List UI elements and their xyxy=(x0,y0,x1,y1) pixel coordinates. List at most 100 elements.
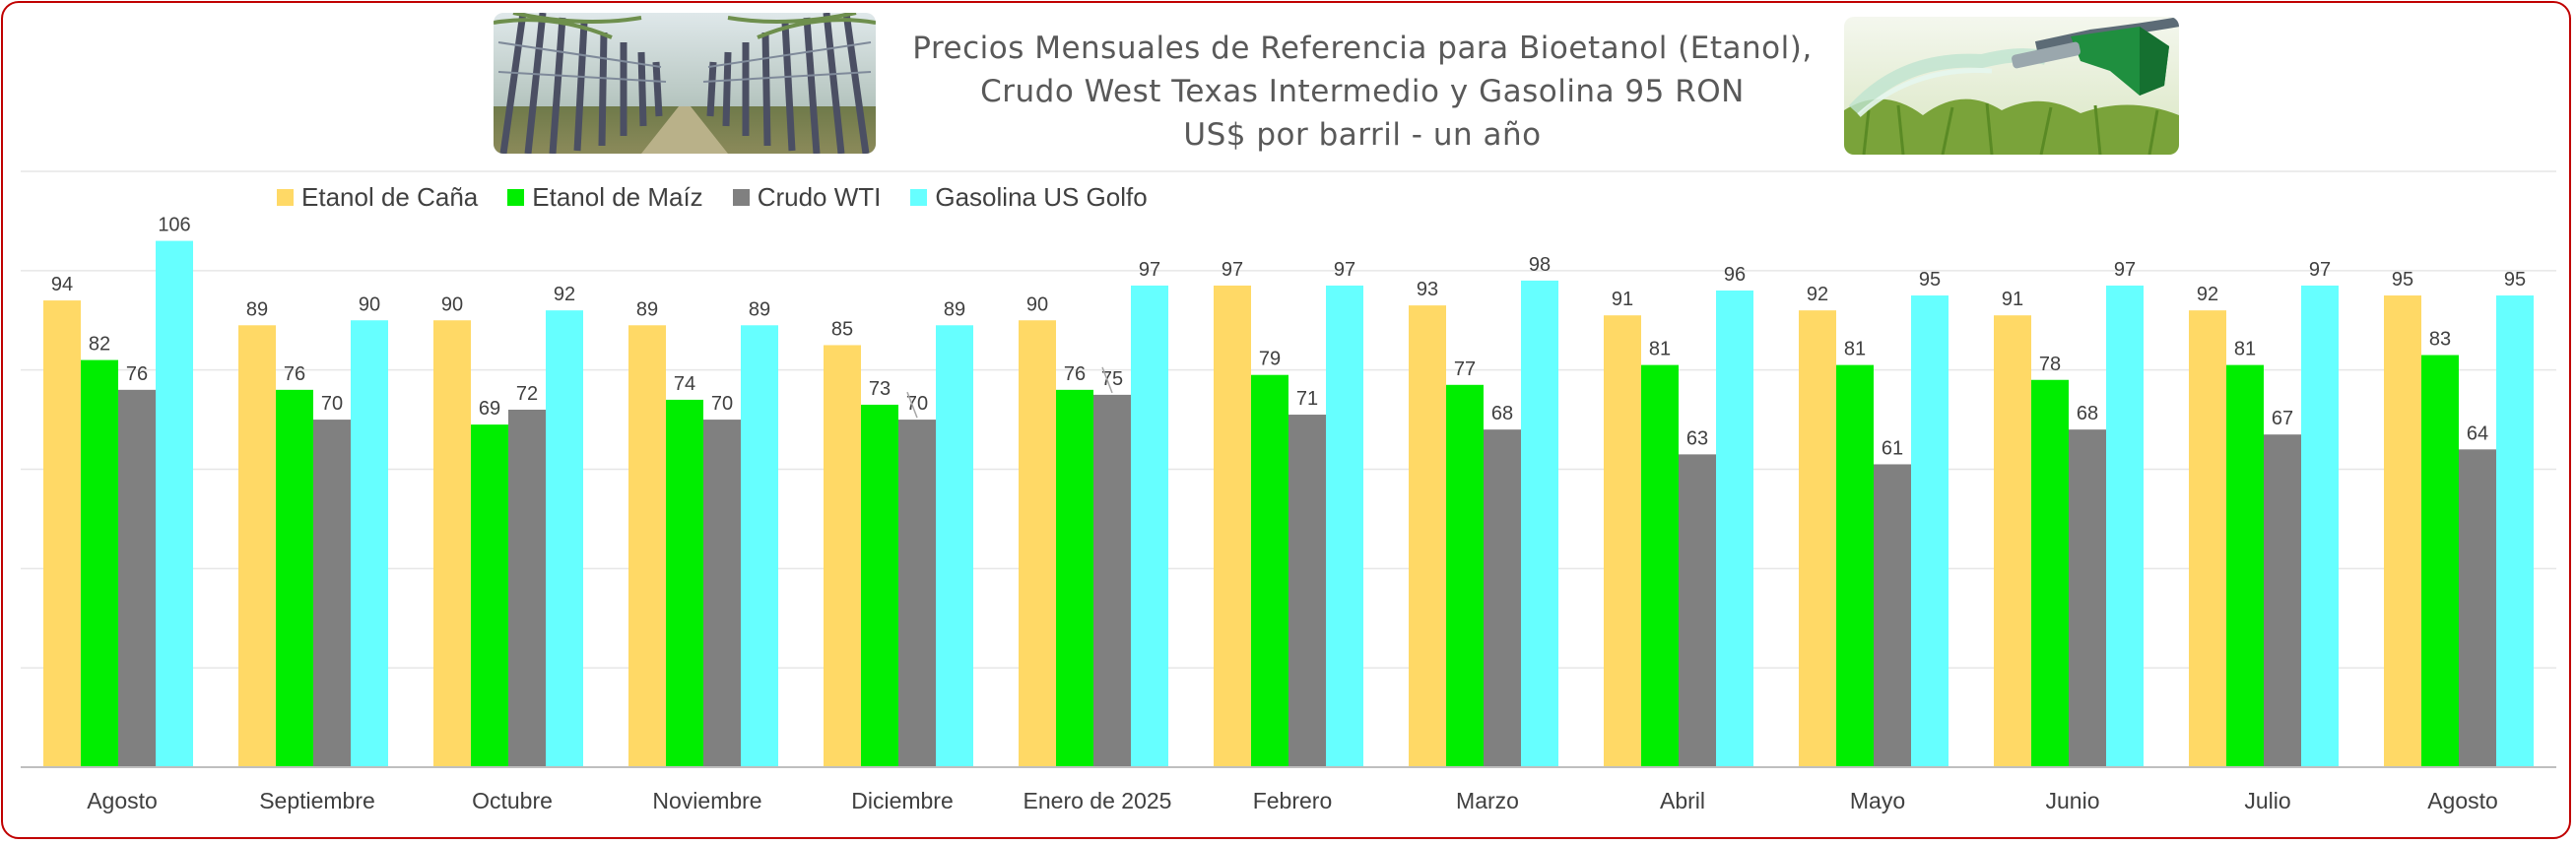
data-label: 81 xyxy=(1649,339,1671,360)
data-label: 64 xyxy=(2467,422,2488,444)
data-label: 89 xyxy=(944,298,965,320)
category-label: Agosto xyxy=(87,788,158,813)
data-label: 98 xyxy=(1529,254,1551,276)
bar xyxy=(2226,364,2264,767)
data-label: 96 xyxy=(1724,264,1746,286)
data-label: 76 xyxy=(284,363,305,385)
bar xyxy=(313,420,351,767)
data-label: 76 xyxy=(1064,363,1086,385)
bar xyxy=(2069,429,2106,767)
data-label: 72 xyxy=(516,383,538,405)
data-label: 68 xyxy=(2077,403,2098,424)
data-label: 91 xyxy=(2002,289,2023,310)
data-label: 79 xyxy=(1259,349,1281,370)
bar xyxy=(1641,364,1679,767)
bar xyxy=(1994,315,2031,767)
chart-legend: Etanol de Caña Etanol de Maíz Crudo WTI … xyxy=(277,177,1177,217)
title-line-3: US$ por barril - un año xyxy=(1183,117,1542,153)
bar xyxy=(1874,464,1911,767)
category-label: Enero de 2025 xyxy=(1024,788,1172,813)
bar xyxy=(118,389,156,767)
bar xyxy=(2301,285,2339,767)
bar-chart-plot: 94 82 76 106 Agosto 89 76 70 90 Septiembre 90 69 72 9… xyxy=(21,170,2556,813)
data-label: 81 xyxy=(1844,339,1866,360)
chart-title: Precios Mensuales de Referencia para Bio… xyxy=(870,27,1855,157)
data-label: 69 xyxy=(479,398,500,420)
bar xyxy=(2421,355,2459,767)
legend-swatch-cana xyxy=(277,188,294,206)
legend-label-wti: Crudo WTI xyxy=(757,181,882,212)
data-label: 90 xyxy=(359,293,380,315)
data-label: 93 xyxy=(1417,279,1438,300)
legend-label-gasolina: Gasolina US Golfo xyxy=(935,181,1148,212)
bar xyxy=(703,420,741,767)
data-label: 68 xyxy=(1491,403,1513,424)
bar xyxy=(276,389,313,767)
data-label: 95 xyxy=(2392,269,2413,291)
bar xyxy=(508,410,546,767)
category-label: Octubre xyxy=(472,788,553,813)
bar xyxy=(1484,429,1521,767)
bar xyxy=(471,424,508,767)
data-label: 90 xyxy=(441,293,463,315)
bar xyxy=(546,310,583,767)
data-label: 92 xyxy=(1807,284,1828,305)
bar xyxy=(81,359,118,767)
bar xyxy=(1604,315,1641,767)
category-label: Junio xyxy=(2046,788,2100,813)
category-label: Abril xyxy=(1660,788,1705,813)
bar xyxy=(1326,285,1363,767)
data-label: 94 xyxy=(51,274,73,295)
data-label: 97 xyxy=(1334,259,1355,281)
data-label: 95 xyxy=(2504,269,2526,291)
data-label: 91 xyxy=(1612,289,1633,310)
bar xyxy=(2106,285,2144,767)
bar xyxy=(1679,454,1716,767)
bar xyxy=(824,345,861,767)
bar xyxy=(1799,310,1836,767)
data-label: 76 xyxy=(126,363,148,385)
data-label: 95 xyxy=(1919,269,1941,291)
bar xyxy=(1093,394,1131,767)
leader-line xyxy=(1101,366,1113,394)
data-label: 85 xyxy=(831,318,853,340)
legend-label-cana: Etanol de Caña xyxy=(301,181,479,212)
data-label: 89 xyxy=(749,298,770,320)
bar xyxy=(898,420,936,767)
category-label: Marzo xyxy=(1456,788,1519,813)
data-label: 78 xyxy=(2039,354,2061,375)
bar xyxy=(351,320,388,767)
data-label: 61 xyxy=(1882,437,1903,459)
bar xyxy=(628,325,666,767)
bar xyxy=(1716,291,1753,767)
bar xyxy=(43,300,81,767)
data-label: 92 xyxy=(2197,284,2218,305)
category-label: Julio xyxy=(2244,788,2290,813)
bar xyxy=(1056,389,1093,767)
bar xyxy=(2459,449,2496,767)
bar xyxy=(433,320,471,767)
category-label: Septiembre xyxy=(259,788,375,813)
data-label: 92 xyxy=(554,284,575,305)
category-label: Febrero xyxy=(1253,788,1333,813)
bar xyxy=(1288,415,1326,767)
data-label: 82 xyxy=(89,334,110,356)
title-line-1: Precios Mensuales de Referencia para Bio… xyxy=(912,31,1813,66)
data-label: 90 xyxy=(1026,293,1048,315)
bar xyxy=(861,404,898,767)
data-label: 74 xyxy=(674,373,695,395)
bar xyxy=(1019,320,1056,767)
bar xyxy=(2264,434,2301,767)
category-label: Diciembre xyxy=(851,788,954,813)
bar xyxy=(238,325,276,767)
data-label: 70 xyxy=(906,393,928,415)
bar xyxy=(1521,280,1558,767)
bar xyxy=(936,325,973,767)
bar xyxy=(156,240,193,768)
category-label: Noviembre xyxy=(652,788,761,813)
legend-item-wti: Crudo WTI xyxy=(732,181,882,213)
legend-item-gasolina: Gasolina US Golfo xyxy=(910,181,1148,213)
legend-item-cana: Etanol de Caña xyxy=(277,182,478,213)
data-label: 89 xyxy=(636,298,658,320)
